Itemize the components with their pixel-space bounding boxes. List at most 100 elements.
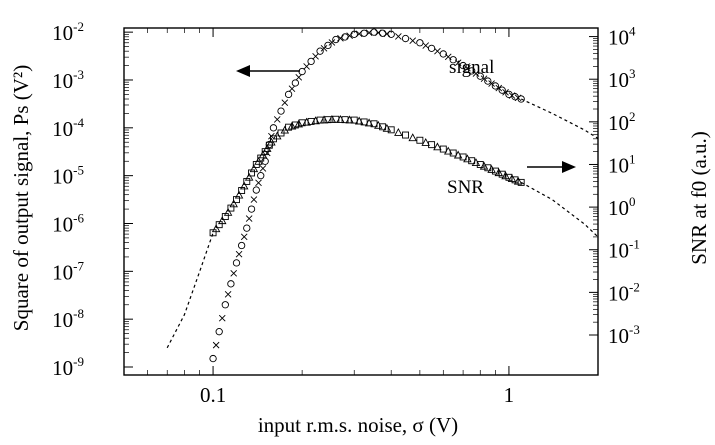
y-right-tick-label: 100 xyxy=(608,194,636,220)
y-left-tick-exp: -9 xyxy=(73,354,84,369)
snr-point xyxy=(498,170,506,178)
signal-point xyxy=(273,116,281,123)
signal-point xyxy=(395,33,402,40)
snr-point xyxy=(387,126,395,134)
y-left-tick-exp: -5 xyxy=(73,163,84,178)
signal-point xyxy=(303,63,310,70)
y-left-tick-base: 10 xyxy=(52,356,73,380)
x-axis-label: input r.m.s. noise, σ (V) xyxy=(258,413,458,437)
snr-point xyxy=(479,161,489,170)
signal-point xyxy=(218,314,226,322)
snr-point xyxy=(439,145,447,153)
y-right-tick-exp: 4 xyxy=(629,24,636,39)
signal-point xyxy=(488,80,495,87)
snr-label: SNR xyxy=(447,177,484,198)
signal-point xyxy=(328,39,336,46)
y-right-tick-exp: 2 xyxy=(629,109,636,124)
snr-point xyxy=(374,120,383,129)
snr-point xyxy=(382,123,392,132)
signal-point xyxy=(341,33,349,41)
signal-point xyxy=(252,186,260,194)
snr-point xyxy=(223,207,233,216)
axes: 0.1 110-910-810-710-610-510-410-310-210-3… xyxy=(52,19,640,407)
signal-point xyxy=(245,215,253,222)
signal-point xyxy=(232,259,241,267)
y-right-tick-label: 101 xyxy=(608,151,636,177)
signal-point xyxy=(269,124,278,132)
snr-point xyxy=(394,127,403,136)
snr-point xyxy=(319,115,329,124)
snr-point xyxy=(421,138,430,146)
signal-point xyxy=(346,32,353,39)
y-right-tick-base: 10 xyxy=(608,324,629,348)
data-marks xyxy=(166,28,599,363)
signal-point xyxy=(316,47,324,55)
signal-point xyxy=(291,79,300,87)
signal-point xyxy=(337,34,344,42)
signal-point xyxy=(237,241,246,250)
signal-point xyxy=(247,205,256,213)
signal-point xyxy=(240,233,248,241)
snr-arrowhead xyxy=(562,161,576,173)
y-left-tick-exp: -7 xyxy=(73,258,84,273)
signal-point xyxy=(288,85,296,92)
plot-frame xyxy=(123,27,599,376)
signal-point xyxy=(312,52,319,60)
snr-point xyxy=(287,121,297,130)
signal-point xyxy=(224,290,232,298)
signal-point xyxy=(401,34,410,43)
y-right-tick-label: 10-3 xyxy=(608,322,640,348)
snr-point xyxy=(215,221,223,229)
y-left-tick-exp: -2 xyxy=(73,19,84,34)
y-right-tick-base: 10 xyxy=(608,111,629,135)
snr-point xyxy=(433,142,442,151)
signal-point xyxy=(259,165,267,172)
y-right-tick-exp: 0 xyxy=(629,194,636,209)
snr-point xyxy=(229,199,238,208)
y-left-tick-base: 10 xyxy=(52,21,73,45)
y-left-tick-label: 10-8 xyxy=(52,306,84,332)
signal-point xyxy=(427,44,436,53)
signal-point xyxy=(416,39,424,47)
signal-point xyxy=(295,73,303,81)
signal-point xyxy=(464,64,471,72)
snr-point xyxy=(285,123,293,131)
snr-point xyxy=(244,172,254,181)
signal-point xyxy=(505,90,513,99)
y-right-tick-base: 10 xyxy=(608,196,629,220)
snr-point xyxy=(443,146,453,155)
snr-point xyxy=(408,133,417,142)
y-left-tick-exp: -3 xyxy=(73,67,84,82)
signal-point xyxy=(215,328,223,336)
snr-point xyxy=(428,141,436,149)
signal-point xyxy=(472,70,480,77)
y-left-tick-label: 10-3 xyxy=(52,67,84,93)
signal-point xyxy=(250,196,258,203)
y-left-tick-base: 10 xyxy=(52,165,73,189)
y-right-tick-base: 10 xyxy=(608,26,629,50)
y-right-tick-exp: 1 xyxy=(629,151,636,166)
snr-point xyxy=(234,190,244,199)
y-right-tick-label: 10-2 xyxy=(608,279,640,305)
signal-point xyxy=(350,30,358,38)
y-left-tick-exp: -4 xyxy=(73,115,84,130)
snr-point xyxy=(350,116,358,124)
y-axis-right-label: SNR at f0 (a.u.) xyxy=(687,131,711,265)
snr-point xyxy=(291,121,299,129)
snr-point xyxy=(449,149,457,157)
signal-point xyxy=(409,37,417,44)
signal-point xyxy=(212,341,220,349)
signal-point xyxy=(230,270,238,277)
SNR-fit-line xyxy=(166,232,214,349)
x-tick-label: 1 xyxy=(504,383,515,407)
signal-point xyxy=(307,57,315,66)
snr-point xyxy=(487,164,496,173)
signal-point xyxy=(284,90,293,99)
signal-label: signal xyxy=(449,57,494,78)
snr-point xyxy=(249,164,259,173)
y-right-tick-label: 104 xyxy=(608,24,636,50)
signal-point xyxy=(517,95,525,103)
y-right-tick-label: 10-1 xyxy=(608,237,640,263)
y-left-tick-label: 10-7 xyxy=(52,258,84,284)
y-left-tick-exp: -6 xyxy=(73,210,84,225)
